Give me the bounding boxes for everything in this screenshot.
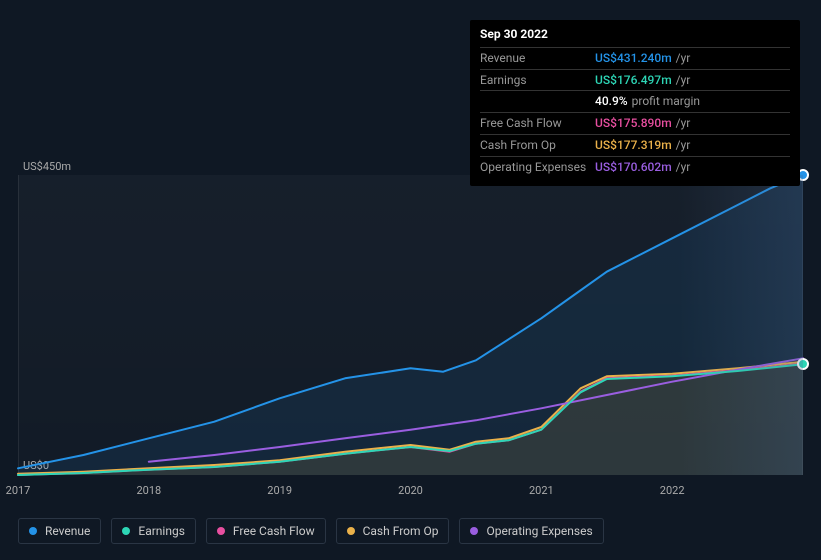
x-axis-labels: 201720182019202020212022 [18, 484, 803, 500]
tooltip-row-label [480, 93, 595, 110]
legend-item-label: Cash From Op [363, 524, 439, 538]
legend-item-label: Revenue [45, 524, 90, 538]
tooltip-row-unit: /yr [676, 137, 691, 154]
tooltip-row-label: Revenue [480, 50, 595, 67]
legend-item[interactable]: Free Cash Flow [206, 518, 326, 544]
y-axis-label-max: US$450m [23, 160, 71, 173]
tooltip-row-value: US$177.319m [595, 137, 672, 154]
tooltip-row-value: US$175.890m [595, 115, 672, 132]
legend-item-label: Free Cash Flow [233, 524, 315, 538]
tooltip-row: 40.9%profit margin [480, 90, 790, 112]
tooltip-row: Free Cash FlowUS$175.890m/yr [480, 112, 790, 134]
x-axis-tick-label: 2017 [6, 484, 31, 497]
legend-dot-icon [29, 527, 37, 535]
tooltip-row: EarningsUS$176.497m/yr [480, 69, 790, 91]
tooltip-row-label: Free Cash Flow [480, 115, 595, 132]
x-axis-tick-label: 2020 [398, 484, 423, 497]
tooltip-row-label: Earnings [480, 72, 595, 89]
legend-dot-icon [217, 527, 225, 535]
tooltip-row-value: US$431.240m [595, 50, 672, 67]
tooltip-title: Sep 30 2022 [480, 26, 790, 47]
legend-item[interactable]: Revenue [18, 518, 101, 544]
tooltip-row-value: US$170.602m [595, 159, 672, 176]
legend: Revenue Earnings Free Cash Flow Cash From O… [18, 518, 604, 544]
legend-item-label: Operating Expenses [486, 524, 592, 538]
tooltip-row: Cash From OpUS$177.319m/yr [480, 134, 790, 156]
tooltip-row-unit: /yr [676, 115, 691, 132]
legend-item-label: Earnings [138, 524, 185, 538]
tooltip-row-unit: /yr [676, 159, 691, 176]
x-axis-tick-label: 2019 [267, 484, 292, 497]
x-axis-tick-label: 2022 [660, 484, 685, 497]
tooltip-row-label: Operating Expenses [480, 159, 595, 176]
series-end-marker [797, 358, 809, 370]
legend-item[interactable]: Earnings [111, 518, 196, 544]
x-axis-tick-label: 2021 [529, 484, 554, 497]
tooltip-row: Operating ExpensesUS$170.602m/yr [480, 156, 790, 178]
tooltip-row-value: US$176.497m [595, 72, 672, 89]
tooltip-row: RevenueUS$431.240m/yr [480, 47, 790, 69]
tooltip-row-unit: /yr [676, 50, 691, 67]
legend-dot-icon [122, 527, 130, 535]
x-axis-tick-label: 2018 [136, 484, 161, 497]
chart-plot-area [18, 175, 803, 475]
hover-tooltip: Sep 30 2022 RevenueUS$431.240m/yrEarning… [470, 20, 800, 186]
chart-svg [18, 175, 803, 475]
tooltip-row-unit: /yr [676, 72, 691, 89]
tooltip-row-unit: profit margin [632, 93, 700, 110]
legend-item[interactable]: Cash From Op [336, 518, 450, 544]
legend-item[interactable]: Operating Expenses [459, 518, 603, 544]
legend-dot-icon [470, 527, 478, 535]
tooltip-row-label: Cash From Op [480, 137, 595, 154]
tooltip-row-value: 40.9% [595, 93, 628, 110]
tooltip-rows: RevenueUS$431.240m/yrEarningsUS$176.497m… [480, 47, 790, 178]
legend-dot-icon [347, 527, 355, 535]
